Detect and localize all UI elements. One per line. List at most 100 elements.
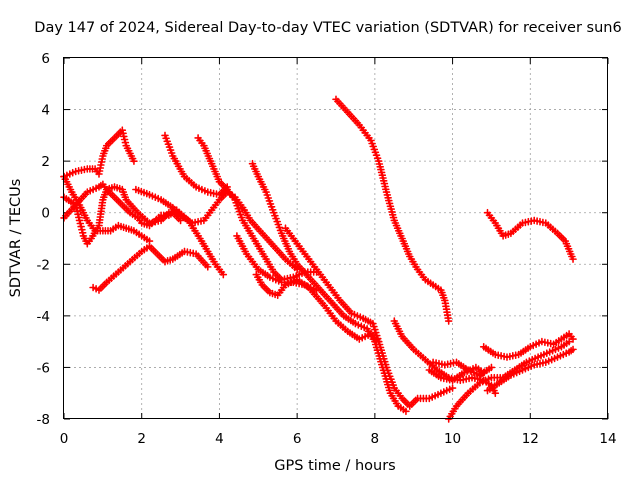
y-axis-label: SDTVAR / TECUs <box>8 179 24 298</box>
data-point <box>385 386 394 395</box>
data-point <box>380 355 388 363</box>
data-point <box>565 337 573 346</box>
data-point <box>130 157 138 165</box>
data-point <box>487 363 496 372</box>
series-track-15 <box>425 363 488 385</box>
data-point <box>203 263 212 271</box>
data-point <box>382 363 391 372</box>
data-point <box>219 270 228 279</box>
data-point <box>367 136 375 145</box>
chart-title: Day 147 of 2024, Sidereal Day-to-day VTE… <box>34 20 621 36</box>
data-point <box>383 191 392 199</box>
x-axis-label: GPS time / hours <box>274 458 395 474</box>
data-point <box>276 226 285 235</box>
data-point <box>373 331 381 340</box>
series-track-19 <box>479 330 577 361</box>
series-track-7 <box>161 131 231 199</box>
data-point <box>264 194 273 202</box>
data-point <box>374 337 383 346</box>
data-point <box>389 381 397 389</box>
tick-labels: 0 2 4 6 8 10 12 14 -8 -6 -4 -2 0 2 4 6 <box>37 51 617 447</box>
grid-lines <box>64 58 608 419</box>
data-point <box>371 148 380 157</box>
x-tick-label: 2 <box>137 431 146 447</box>
data-point <box>275 223 284 232</box>
series-track-20 <box>483 345 577 395</box>
data-point <box>89 283 97 292</box>
x-tick-label: 10 <box>444 431 461 447</box>
plot-frame <box>63 57 608 419</box>
y-tick-label: 0 <box>41 206 50 222</box>
data-point <box>236 210 245 219</box>
data-point <box>262 188 270 196</box>
series-track-9 <box>248 159 410 416</box>
data-point <box>266 200 275 208</box>
data-point <box>270 208 278 217</box>
y-tick-label: -4 <box>37 309 50 325</box>
data-series <box>60 95 577 423</box>
y-tick-label: -2 <box>37 257 50 273</box>
data-point <box>372 151 381 159</box>
data-point <box>368 139 376 148</box>
data-point <box>161 131 169 140</box>
data-point <box>166 146 175 154</box>
series-track-13 <box>332 95 453 325</box>
data-point <box>232 199 240 207</box>
data-point <box>383 366 392 375</box>
series-track-12 <box>281 224 457 410</box>
data-point <box>231 196 239 204</box>
data-point <box>375 340 384 349</box>
data-point <box>569 345 577 354</box>
data-point <box>491 389 500 398</box>
data-point <box>569 255 577 263</box>
data-point <box>372 328 380 337</box>
data-point <box>312 286 321 294</box>
x-tick-label: 4 <box>215 431 224 447</box>
data-point <box>237 213 246 222</box>
data-point <box>162 134 170 143</box>
data-point <box>387 375 395 383</box>
data-point <box>448 384 457 392</box>
data-point <box>369 319 377 328</box>
data-point <box>378 349 386 357</box>
series-line <box>284 227 454 407</box>
data-point <box>273 217 281 226</box>
data-point <box>235 207 244 216</box>
data-point <box>388 378 396 386</box>
data-point <box>370 145 379 154</box>
data-point <box>370 322 378 331</box>
series-track-5 <box>89 242 212 294</box>
y-tick-label: 4 <box>41 103 50 119</box>
series-line <box>255 273 380 343</box>
data-point <box>268 206 277 214</box>
data-point <box>267 203 276 211</box>
y-tick-label: -6 <box>37 360 50 376</box>
series-track-18 <box>483 208 577 263</box>
x-tick-label: 14 <box>599 431 616 447</box>
data-point <box>444 317 453 325</box>
data-point <box>164 140 173 148</box>
data-point <box>274 220 283 229</box>
data-point <box>369 142 377 151</box>
data-point <box>167 149 176 157</box>
series-track-1 <box>60 126 138 181</box>
data-point <box>373 154 382 162</box>
x-tick-label: 12 <box>522 431 539 447</box>
data-point <box>377 346 386 354</box>
data-point <box>233 201 241 210</box>
x-tick-label: 6 <box>293 431 302 447</box>
data-point <box>371 325 379 334</box>
data-point <box>381 357 389 366</box>
y-tick-label: 6 <box>41 51 50 67</box>
data-point <box>374 334 382 343</box>
data-point <box>384 369 393 378</box>
data-point <box>569 335 577 343</box>
data-point <box>265 197 274 205</box>
series-track-16 <box>429 358 496 379</box>
y-tick-label: -8 <box>37 412 50 428</box>
data-point <box>234 204 243 213</box>
data-point <box>263 191 271 199</box>
data-point <box>425 394 434 403</box>
data-point <box>402 407 410 416</box>
